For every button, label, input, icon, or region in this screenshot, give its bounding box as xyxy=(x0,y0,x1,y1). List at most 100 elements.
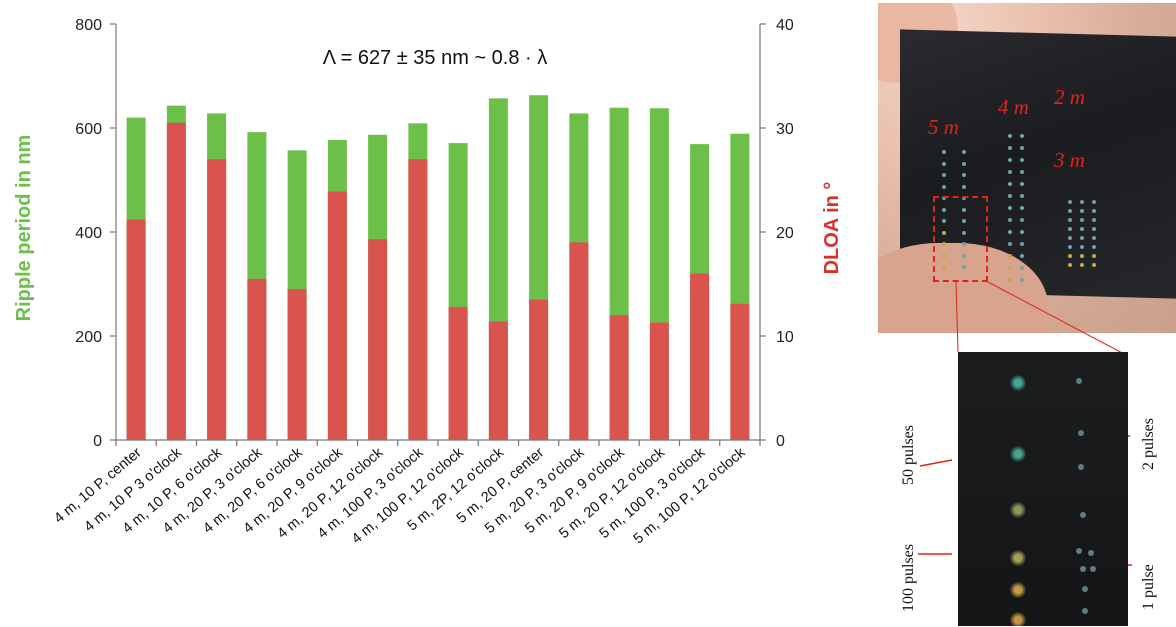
y-tick-label-right: 40 xyxy=(776,17,794,34)
photo-spot xyxy=(942,150,946,154)
photo-spot xyxy=(1020,146,1024,150)
laser-spot-small xyxy=(1080,566,1086,572)
label-2-pulses: 2 pulses xyxy=(1140,418,1157,470)
bar-dloa xyxy=(207,159,227,440)
photo-spot xyxy=(1008,146,1012,150)
photo-spot xyxy=(1092,209,1096,213)
y-axis-label-right: DLOA in ° xyxy=(821,182,843,275)
label-100-pulses: 100 pulses xyxy=(900,544,917,612)
y-axis-label-left: Ripple period in nm xyxy=(13,135,35,322)
y-tick-label-left: 400 xyxy=(75,225,102,242)
photo-spot xyxy=(1008,218,1012,222)
label-1-pulse: 1 pulse xyxy=(1140,564,1157,610)
photo-spot xyxy=(1008,170,1012,174)
bar-dloa xyxy=(730,303,750,440)
photo-spot xyxy=(1020,182,1024,186)
y-tick-label-right: 30 xyxy=(776,121,794,138)
laser-spot xyxy=(1010,612,1026,626)
photo-spot xyxy=(1068,200,1072,204)
photo-spot xyxy=(962,184,966,189)
bar-dloa xyxy=(287,289,307,440)
photo-spot xyxy=(942,161,946,166)
photo-spot xyxy=(1020,278,1024,282)
laser-spot-small xyxy=(1080,512,1086,518)
photo-spot xyxy=(1080,245,1084,249)
photo-spot xyxy=(1068,209,1072,213)
photo-label-3m: 3 m xyxy=(1054,148,1085,172)
photo-spot xyxy=(1080,200,1084,204)
photo-label-4m: 4 m xyxy=(998,95,1029,119)
bar-dloa xyxy=(368,239,388,440)
photo-spot xyxy=(962,207,966,212)
chart-bars xyxy=(126,95,750,441)
laser-spot xyxy=(1010,502,1026,518)
photo-label-5m: 5 m xyxy=(928,115,959,139)
photo-spot xyxy=(942,184,946,189)
y-tick-label-left: 0 xyxy=(93,433,102,450)
bar-dloa xyxy=(690,273,710,440)
photo-spot xyxy=(1008,242,1012,246)
laser-spot-small xyxy=(1078,464,1084,470)
photo-spot xyxy=(1080,227,1084,231)
photo-spot xyxy=(1068,263,1072,267)
photo-spot xyxy=(942,253,946,258)
photo-spot xyxy=(1008,278,1012,282)
zoomed-photo xyxy=(958,352,1128,626)
photo-spot xyxy=(1020,230,1024,234)
laser-spot-small xyxy=(1090,566,1096,572)
photo-spot xyxy=(962,150,966,154)
photo-spot xyxy=(1020,242,1024,246)
photo-spot xyxy=(1080,218,1084,222)
laser-spot xyxy=(1010,582,1026,598)
photo-spot xyxy=(1020,266,1024,270)
photo-spot xyxy=(1080,254,1084,258)
photo-spot xyxy=(942,173,946,177)
bar-dloa xyxy=(327,191,347,440)
chart-ticks: 0 200 400 600 800 0 10 20 30 40 xyxy=(75,17,794,450)
photo-spot xyxy=(1092,200,1096,204)
bar-dloa xyxy=(166,122,186,441)
bar-dloa xyxy=(529,299,549,440)
photo-spot xyxy=(1068,236,1072,240)
photo-spot xyxy=(942,207,946,212)
photo-spot xyxy=(1008,254,1012,258)
bar-dloa xyxy=(408,159,428,440)
y-tick-label-left: 800 xyxy=(75,17,102,34)
photo-spot xyxy=(942,242,946,246)
photo-spot xyxy=(962,196,966,200)
laser-spot-small xyxy=(1076,548,1082,554)
photo-spot xyxy=(1008,134,1012,138)
y-tick-label-right: 20 xyxy=(776,225,794,242)
photo-spot xyxy=(1008,266,1012,270)
photo-spot xyxy=(1068,245,1072,249)
photo-spot xyxy=(1092,227,1096,231)
photo-spot xyxy=(962,265,966,269)
photo-spot xyxy=(1080,209,1084,213)
photo-spot xyxy=(1068,218,1072,222)
laser-spot-small xyxy=(1076,378,1082,384)
laser-spot-small xyxy=(1078,430,1084,436)
photo-spot xyxy=(1092,218,1096,222)
photo-spot xyxy=(942,196,946,200)
photo-spot xyxy=(1008,230,1012,234)
label-50-pulses: 50 pulses xyxy=(900,425,917,485)
photo-spot xyxy=(1080,236,1084,240)
photo-spot xyxy=(1020,206,1024,210)
selection-box xyxy=(933,196,988,282)
photo-spot xyxy=(962,161,966,166)
laser-spot-small xyxy=(1088,550,1094,556)
photo-label-2m: 2 m xyxy=(1054,85,1085,109)
photo-spot xyxy=(1068,227,1072,231)
photo-spot xyxy=(1068,254,1072,258)
photo-spot xyxy=(1092,263,1096,267)
photo-spot xyxy=(1020,170,1024,174)
photo-spot xyxy=(962,242,966,246)
photo-spot xyxy=(1020,218,1024,222)
bar-dloa xyxy=(126,219,146,440)
y-tick-label-right: 10 xyxy=(776,329,794,346)
photo-spot xyxy=(1092,245,1096,249)
chart-annotation: Λ = 627 ± 35 nm ~ 0.8 · λ xyxy=(323,47,547,69)
bar-dloa xyxy=(247,278,267,440)
photo-spot xyxy=(942,219,946,223)
